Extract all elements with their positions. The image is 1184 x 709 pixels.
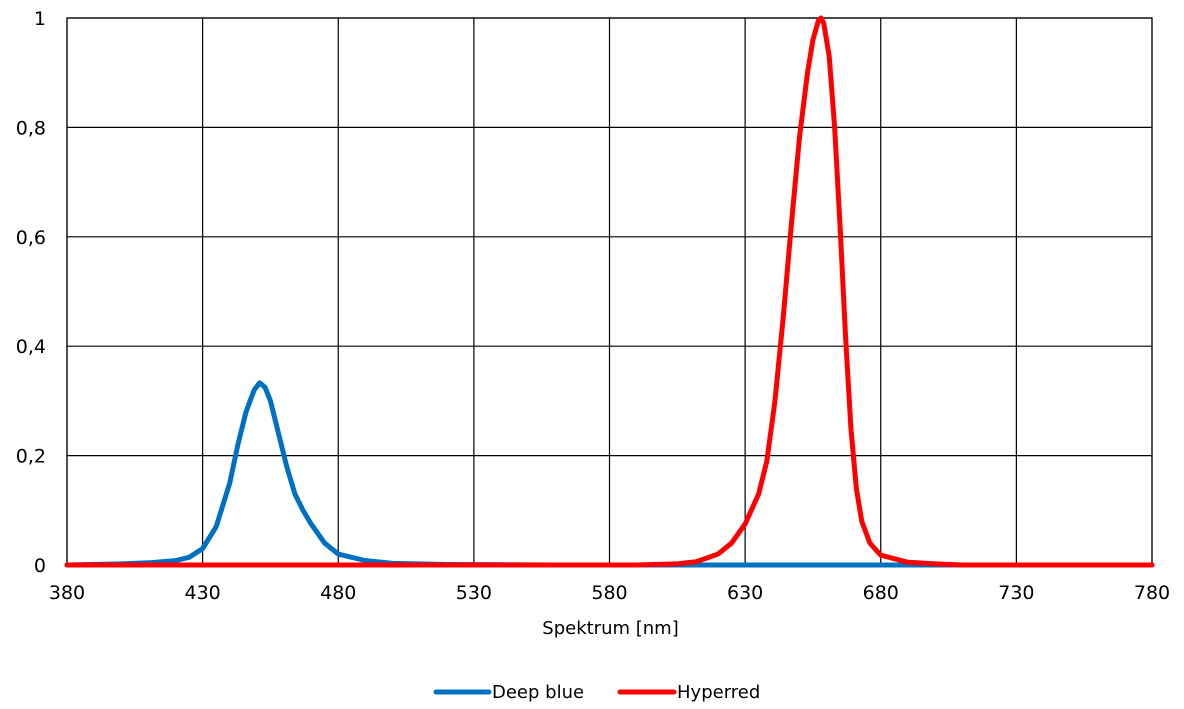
y-tick-label: 0,6 bbox=[16, 227, 46, 249]
x-axis-title: Spektrum [nm] bbox=[542, 618, 678, 639]
legend-label-deep-blue: Deep blue bbox=[492, 682, 584, 703]
x-tick-label: 730 bbox=[998, 582, 1034, 604]
y-tick-label: 0,2 bbox=[16, 446, 46, 468]
x-tick-label: 530 bbox=[456, 582, 492, 604]
x-tick-labels: 380 430 480 530 580 630 680 730 780 bbox=[49, 582, 1170, 604]
x-tick-label: 480 bbox=[320, 582, 356, 604]
legend-label-hyperred: Hyperred bbox=[677, 682, 760, 703]
x-tick-label: 630 bbox=[727, 582, 763, 604]
legend: Deep blue Hyperred bbox=[433, 682, 760, 703]
y-tick-labels: 0 0,2 0,4 0,6 0,8 1 bbox=[16, 8, 46, 577]
x-tick-label: 580 bbox=[591, 582, 627, 604]
series-line-hyperred bbox=[64, 15, 1155, 568]
x-tick-label: 430 bbox=[184, 582, 220, 604]
y-tick-label: 1 bbox=[34, 8, 46, 30]
series-layer bbox=[64, 15, 1155, 568]
x-tick-label: 780 bbox=[1134, 582, 1170, 604]
series-line-deep-blue bbox=[64, 380, 1155, 568]
x-tick-label: 680 bbox=[863, 582, 899, 604]
x-tick-label: 380 bbox=[49, 582, 85, 604]
y-tick-label: 0,4 bbox=[16, 336, 46, 358]
y-tick-label: 0 bbox=[34, 555, 46, 577]
y-tick-label: 0,8 bbox=[16, 117, 46, 139]
